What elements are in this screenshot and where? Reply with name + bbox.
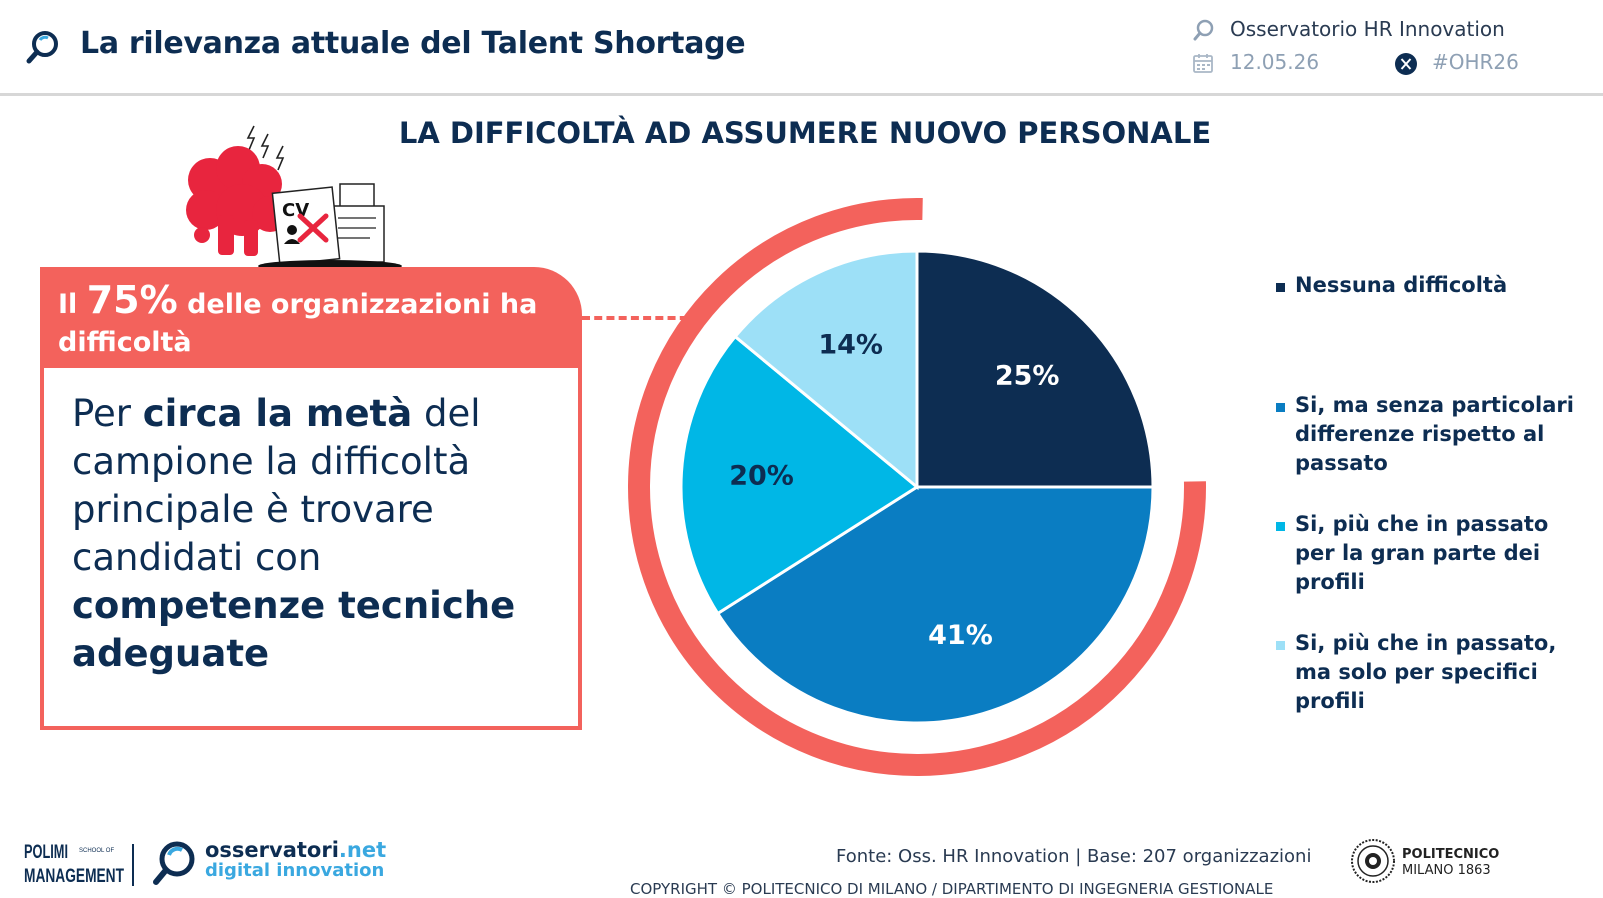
callout-body-emphasis: circa la metà bbox=[142, 392, 413, 435]
lightning-icon bbox=[246, 125, 256, 151]
observatory-logo-icon bbox=[1193, 19, 1214, 41]
pie-slice-label: 14% bbox=[818, 330, 883, 361]
politecnico-subname: MILANO 1863 bbox=[1402, 863, 1491, 878]
callout-head-prefix: Il bbox=[58, 289, 87, 320]
osservatori-logo-icon bbox=[153, 841, 195, 885]
calendar-icon bbox=[1193, 54, 1213, 73]
callout-header: Il 75% delle organizzazioni ha difficolt… bbox=[40, 267, 582, 370]
politecnico-seal-icon bbox=[1351, 839, 1395, 883]
osservatori-subtitle: digital innovation bbox=[205, 860, 385, 881]
pie-slice bbox=[733, 249, 919, 491]
callout-body-part: del campione la difficoltà principale è … bbox=[72, 392, 481, 579]
polimi-logo-text: POLIMI bbox=[24, 842, 68, 863]
legend-swatch bbox=[1276, 522, 1285, 531]
pie-slice-label: 25% bbox=[995, 360, 1060, 391]
source-note: Fonte: Oss. HR Innovation | Base: 207 or… bbox=[836, 846, 1312, 867]
highlight-ring bbox=[628, 198, 1206, 776]
osservatori-name-main: osservatori bbox=[205, 838, 339, 862]
pie-chart: 25% 41% 20% 14% bbox=[628, 198, 1206, 776]
x-social-icon[interactable] bbox=[1394, 52, 1418, 76]
legend-swatch bbox=[1276, 641, 1285, 650]
callout-body: Per circa la metà del campione la diffic… bbox=[40, 368, 582, 730]
header-bar: La rilevanza attuale del Talent Shortage… bbox=[0, 0, 1603, 96]
pie-slice-label: 20% bbox=[729, 461, 794, 492]
presentation-date: 12.05.26 bbox=[1230, 50, 1320, 74]
legend-swatch bbox=[1276, 403, 1285, 412]
frustrated-recruiter-illustration: CV bbox=[186, 125, 402, 272]
politecnico-name: POLITECNICO bbox=[1402, 847, 1500, 862]
copyright-note: COPYRIGHT © POLITECNICO DI MILANO / DIPA… bbox=[630, 880, 1274, 898]
pie-slice bbox=[915, 249, 1155, 489]
callout-head-suffix: delle organizzazioni ha difficoltà bbox=[58, 289, 538, 358]
footer-divider bbox=[132, 844, 134, 886]
legend-swatch bbox=[1276, 283, 1285, 292]
reject-cross-icon bbox=[297, 213, 329, 243]
callout-head-highlight: 75% bbox=[86, 278, 178, 322]
chart-title: LA DIFFICOLTÀ AD ASSUMERE NUOVO PERSONAL… bbox=[398, 116, 1212, 150]
legend-label: Si, più che in passato per la gran parte… bbox=[1295, 512, 1549, 594]
pie-slice bbox=[679, 334, 920, 616]
osservatori-name-tld: .net bbox=[338, 838, 387, 862]
legend-label: Nessuna difficoltà bbox=[1295, 273, 1508, 297]
legend-label: Si, più che in passato, ma solo per spec… bbox=[1295, 631, 1557, 713]
page-title: La rilevanza attuale del Talent Shortage bbox=[80, 26, 746, 61]
observatory-name: Osservatorio HR Innovation bbox=[1230, 17, 1505, 41]
polimi-logo-school-text: SCHOOL OF bbox=[79, 848, 114, 854]
magnifier-logo-icon bbox=[26, 31, 58, 64]
osservatori-name: osservatori.net bbox=[205, 838, 386, 862]
legend-label: Si, ma senza particolari differenze risp… bbox=[1295, 393, 1574, 475]
pie-slice-label: 41% bbox=[928, 620, 993, 651]
polimi-school-of-management-logo: POLIMI SCHOOL OF MANAGEMENT bbox=[24, 842, 124, 886]
callout-headline: Il 75% delle organizzazioni ha difficolt… bbox=[58, 281, 538, 362]
polimi-logo-management-text: MANAGEMENT bbox=[24, 866, 124, 886]
callout-body-text: Per circa la metà del campione la diffic… bbox=[72, 390, 572, 678]
hashtag[interactable]: #OHR26 bbox=[1432, 50, 1519, 74]
callout-connector-line bbox=[582, 316, 700, 320]
callout-body-part: Per bbox=[72, 392, 143, 435]
callout-body-emphasis: competenze tecniche adeguate bbox=[72, 584, 516, 675]
